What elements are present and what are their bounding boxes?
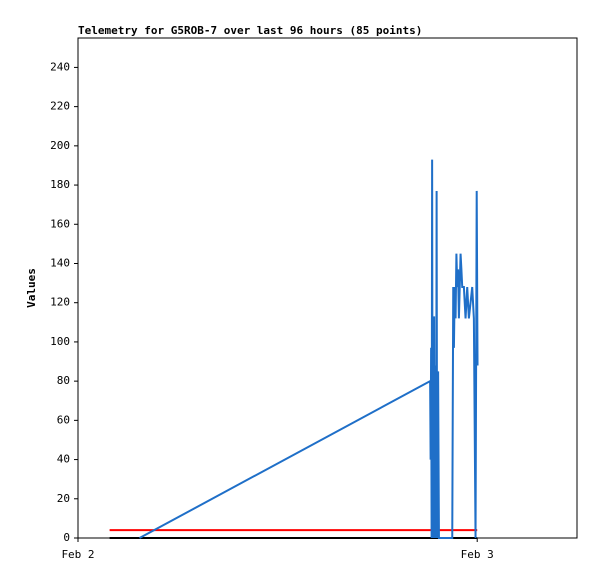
chart-title: Telemetry for G5ROB-7 over last 96 hours…	[78, 24, 422, 37]
y-tick-label: 60	[57, 413, 70, 426]
series-line	[139, 159, 479, 539]
y-tick-label: 180	[50, 178, 70, 191]
y-tick-label: 160	[50, 217, 70, 230]
y-tick-label: 80	[57, 374, 70, 387]
y-tick-label: 20	[57, 492, 70, 505]
y-tick-label: 240	[50, 60, 70, 73]
x-tick-label: Feb 2	[61, 548, 94, 561]
x-tick-label: Feb 3	[461, 548, 494, 561]
y-axis-label: Values	[25, 268, 38, 308]
y-tick-label: 120	[50, 296, 70, 309]
plot-frame	[77, 37, 578, 539]
y-tick-label: 100	[50, 335, 70, 348]
y-tick-label: 140	[50, 256, 70, 269]
y-tick-label: 40	[57, 453, 70, 466]
y-tick-label: 220	[50, 100, 70, 113]
y-tick-label: 0	[63, 531, 70, 544]
y-tick-label: 200	[50, 139, 70, 152]
